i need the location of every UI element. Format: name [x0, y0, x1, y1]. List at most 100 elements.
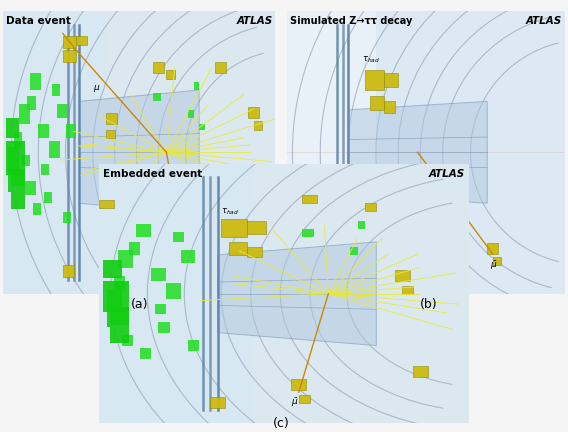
Polygon shape	[79, 90, 199, 215]
Bar	[210, 397, 225, 408]
Bar	[247, 221, 265, 234]
Bar	[103, 260, 122, 278]
Bar	[166, 283, 181, 299]
Bar	[183, 237, 191, 246]
Bar	[110, 309, 129, 325]
Bar	[107, 289, 122, 307]
Text: Simulated Z→ττ decay: Simulated Z→ττ decay	[290, 16, 412, 26]
Bar	[9, 169, 24, 192]
Text: Embedded event: Embedded event	[103, 169, 202, 179]
Text: $\bar{\mu}$: $\bar{\mu}$	[490, 259, 498, 272]
Bar	[6, 118, 19, 138]
Text: $\tau_{had}$: $\tau_{had}$	[222, 206, 239, 217]
Bar	[6, 141, 24, 175]
Bar	[166, 70, 174, 79]
Bar	[254, 121, 262, 130]
Bar	[44, 192, 52, 203]
Bar	[376, 11, 565, 294]
Bar	[33, 203, 41, 215]
Text: $\mu$: $\mu$	[93, 83, 101, 94]
Bar	[215, 62, 227, 73]
Bar	[136, 224, 151, 237]
Bar	[291, 379, 306, 390]
Bar	[384, 73, 398, 87]
Bar	[63, 265, 74, 277]
Bar	[57, 104, 68, 118]
Bar	[19, 104, 30, 124]
Bar	[370, 95, 384, 110]
Bar	[114, 276, 125, 289]
Bar	[106, 113, 118, 124]
Bar	[154, 304, 166, 314]
Bar	[27, 95, 36, 110]
Bar	[11, 192, 24, 209]
Bar	[122, 335, 132, 346]
Bar	[413, 366, 428, 377]
Bar	[194, 82, 199, 90]
Bar	[140, 348, 151, 359]
Text: $\bar{\mu}$: $\bar{\mu}$	[291, 396, 299, 409]
Bar	[153, 93, 161, 102]
Bar	[493, 257, 501, 265]
Bar	[118, 250, 132, 268]
Bar	[365, 203, 376, 211]
Bar	[172, 226, 183, 237]
Bar	[14, 133, 22, 146]
Bar	[350, 247, 358, 255]
Bar	[302, 195, 317, 203]
Bar	[107, 307, 129, 327]
Bar	[299, 395, 310, 403]
Bar	[63, 51, 77, 62]
Text: $\mu$: $\mu$	[166, 219, 174, 230]
Bar	[222, 219, 247, 237]
Text: (a): (a)	[131, 298, 148, 311]
Bar	[63, 36, 77, 48]
Text: $\tau_{had}$: $\tau_{had}$	[362, 55, 380, 65]
Bar	[287, 11, 376, 294]
Bar	[358, 221, 365, 229]
Bar	[41, 164, 49, 175]
Bar	[106, 130, 115, 138]
Bar	[158, 322, 169, 333]
Bar	[99, 200, 114, 208]
Bar	[129, 242, 140, 255]
Bar	[49, 141, 60, 158]
Bar	[188, 110, 194, 118]
Bar	[11, 169, 24, 186]
Bar	[487, 243, 498, 254]
Bar	[227, 243, 237, 254]
Bar	[402, 286, 413, 294]
Bar	[365, 70, 384, 90]
Text: Data event: Data event	[6, 16, 70, 26]
Bar	[106, 11, 275, 294]
Bar	[153, 62, 164, 73]
Bar	[77, 36, 87, 45]
Bar	[254, 164, 469, 423]
Bar	[103, 281, 129, 312]
Bar	[65, 124, 77, 138]
Text: ATLAS: ATLAS	[526, 16, 562, 26]
Text: ATLAS: ATLAS	[429, 169, 465, 179]
Bar	[3, 11, 106, 294]
Text: (b): (b)	[420, 298, 438, 311]
Bar	[99, 164, 254, 423]
Bar	[38, 124, 49, 138]
Text: (c): (c)	[273, 417, 290, 430]
Bar	[248, 107, 259, 118]
Text: ATLAS: ATLAS	[236, 16, 273, 26]
Bar	[151, 268, 166, 281]
Bar	[228, 242, 247, 255]
Bar	[63, 212, 71, 223]
Bar	[384, 102, 395, 113]
Bar	[9, 146, 19, 169]
Bar	[302, 229, 314, 237]
Bar	[181, 250, 195, 263]
Bar	[24, 181, 36, 195]
Bar	[188, 340, 199, 351]
Bar	[395, 270, 410, 281]
Bar	[110, 327, 129, 343]
Bar	[22, 155, 30, 166]
Bar	[52, 84, 60, 96]
Bar	[173, 232, 184, 242]
Polygon shape	[348, 102, 487, 203]
